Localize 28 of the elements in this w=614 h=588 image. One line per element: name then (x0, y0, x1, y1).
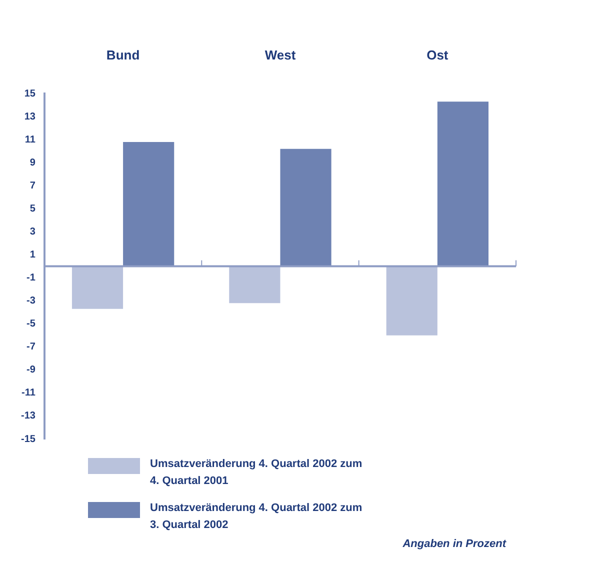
y-tick-label: -3 (26, 296, 36, 307)
y-tick-label: -1 (26, 272, 36, 284)
legend-label: Umsatzveränderung 4. Quartal 2002 zum 4. Quartal 2001 (150, 457, 364, 489)
y-tick-label: 7 (30, 180, 36, 192)
y-tick-label: 3 (30, 226, 36, 238)
y-tick-label: 5 (30, 203, 36, 214)
x-tick-label: Ost (426, 47, 449, 62)
text: Angaben in Prozent (402, 538, 506, 550)
y-tick-label: 15 (24, 88, 36, 100)
bar (229, 266, 280, 304)
y-tick-label: -5 (26, 318, 36, 330)
y-tick-label: 1 (30, 250, 36, 261)
y-tick-label: 11 (24, 134, 36, 146)
bar (72, 266, 124, 309)
y-tick-label: -11 (22, 388, 36, 399)
bar (123, 142, 174, 266)
y-tick-label: -7 (26, 342, 36, 353)
x-tick-label: Bund (106, 47, 140, 62)
y-tick-label: -15 (21, 434, 36, 445)
bar (280, 148, 332, 266)
bar (437, 102, 488, 266)
y-tick-label: 13 (24, 111, 36, 122)
x-tick-label: West (264, 47, 296, 62)
bar (386, 266, 438, 336)
y-tick-label: 9 (30, 157, 36, 168)
y-tick-label: -9 (26, 364, 36, 376)
y-tick-label: -13 (21, 410, 36, 422)
legend-label: Umsatzveränderung 4. Quartal 2002 zum 3. Quartal 2002 (150, 501, 364, 533)
